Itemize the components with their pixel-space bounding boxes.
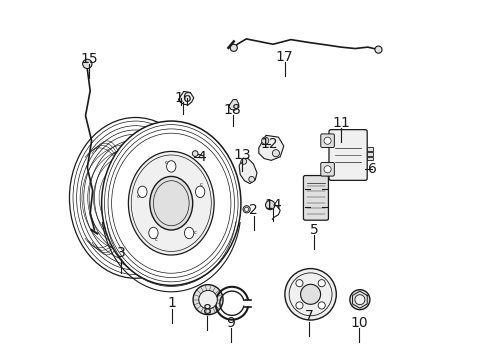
Text: 2: 2: [249, 203, 258, 217]
Text: 8: 8: [202, 303, 211, 318]
Bar: [366, 157, 372, 160]
Ellipse shape: [69, 117, 201, 278]
Text: c: c: [154, 237, 157, 242]
Polygon shape: [239, 158, 257, 184]
Text: 1: 1: [167, 296, 177, 310]
Ellipse shape: [149, 176, 192, 230]
Text: 4: 4: [197, 150, 205, 164]
Polygon shape: [258, 135, 283, 160]
Polygon shape: [228, 100, 238, 111]
FancyBboxPatch shape: [320, 162, 334, 176]
Text: 10: 10: [349, 316, 367, 330]
Circle shape: [295, 302, 303, 309]
Circle shape: [349, 290, 369, 310]
Circle shape: [318, 302, 325, 309]
Text: 9: 9: [226, 316, 235, 330]
Circle shape: [230, 44, 237, 51]
Circle shape: [244, 207, 248, 211]
FancyBboxPatch shape: [328, 130, 366, 180]
Circle shape: [248, 176, 254, 182]
Circle shape: [295, 280, 303, 287]
Circle shape: [300, 284, 320, 304]
Circle shape: [198, 291, 217, 309]
Circle shape: [354, 295, 364, 305]
Circle shape: [374, 46, 381, 53]
Circle shape: [192, 151, 198, 157]
Circle shape: [243, 206, 250, 213]
Ellipse shape: [102, 121, 241, 285]
Ellipse shape: [195, 186, 204, 198]
Ellipse shape: [148, 227, 158, 239]
Text: 14: 14: [264, 198, 281, 212]
Polygon shape: [178, 91, 193, 105]
Text: 18: 18: [224, 103, 241, 117]
Text: 13: 13: [233, 148, 250, 162]
Text: c: c: [164, 160, 167, 165]
Ellipse shape: [138, 186, 147, 198]
Circle shape: [193, 285, 223, 315]
Text: c: c: [193, 230, 196, 235]
Ellipse shape: [128, 152, 214, 255]
Circle shape: [241, 158, 246, 164]
Ellipse shape: [184, 227, 193, 239]
Text: c: c: [136, 194, 139, 199]
Text: 15: 15: [80, 51, 98, 66]
Ellipse shape: [166, 161, 176, 172]
Text: 6: 6: [367, 162, 376, 176]
Bar: [366, 148, 372, 151]
Circle shape: [272, 150, 279, 157]
Circle shape: [261, 137, 268, 144]
Text: 3: 3: [117, 246, 125, 260]
FancyBboxPatch shape: [320, 134, 334, 148]
Text: 17: 17: [275, 50, 293, 64]
Text: 7: 7: [304, 310, 312, 323]
Circle shape: [318, 280, 325, 287]
Text: 12: 12: [260, 137, 278, 151]
Text: 5: 5: [309, 223, 318, 237]
Circle shape: [285, 269, 336, 320]
Text: c: c: [200, 182, 203, 187]
Circle shape: [324, 137, 330, 144]
Circle shape: [324, 166, 330, 173]
Circle shape: [265, 201, 274, 210]
Text: 16: 16: [174, 91, 192, 105]
Text: 11: 11: [331, 116, 349, 130]
FancyBboxPatch shape: [303, 176, 328, 220]
Circle shape: [82, 59, 92, 68]
Bar: [366, 152, 372, 156]
